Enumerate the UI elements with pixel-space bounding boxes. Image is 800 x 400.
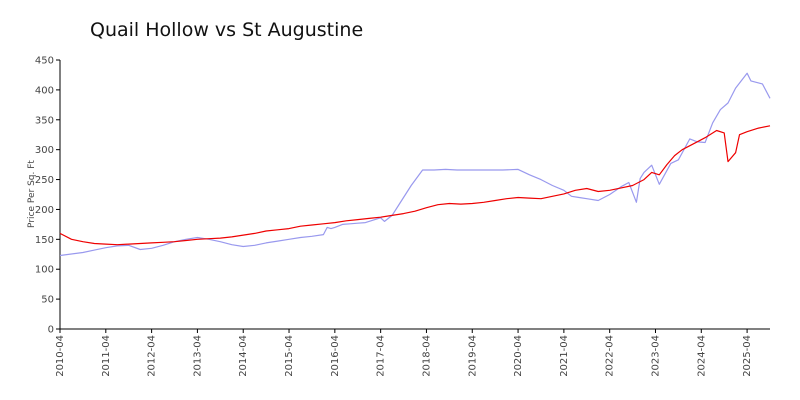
x-tick-label: 2020-04	[513, 335, 524, 377]
y-tick-label: 50	[41, 295, 54, 306]
y-axis-ticks: 0 50 100 150 200 250 300 350 400 450	[35, 56, 60, 336]
y-tick-label: 150	[35, 235, 54, 246]
series-layer	[59, 72, 771, 257]
x-tick-label: 2018-04	[421, 335, 432, 377]
x-tick-label: 2024-04	[696, 335, 707, 377]
x-axis-ticks: 2010-04 2011-04 2012-04 2013-04 2014-04 2015-…	[55, 329, 753, 377]
y-tick-label: 400	[35, 85, 54, 96]
y-tick-label: 450	[35, 56, 54, 67]
y-tick-label: 250	[35, 175, 54, 186]
series-line-2	[59, 125, 771, 246]
y-tick-label: 300	[35, 145, 54, 156]
x-tick-label: 2023-04	[650, 335, 661, 377]
x-tick-label: 2014-04	[238, 335, 249, 377]
series-line-1	[59, 72, 771, 257]
x-tick-label: 2019-04	[467, 335, 478, 377]
x-tick-label: 2022-04	[605, 335, 616, 377]
x-tick-label: 2025-04	[742, 335, 753, 377]
x-tick-label: 2016-04	[330, 335, 341, 377]
y-tick-label: 350	[35, 115, 54, 126]
x-tick-label: 2013-04	[192, 335, 203, 377]
x-tick-label: 2017-04	[376, 335, 387, 377]
y-tick-label: 100	[35, 265, 54, 276]
y-axis-label: Price Per Sq. Ft	[27, 160, 37, 228]
x-tick-label: 2011-04	[101, 335, 112, 377]
x-tick-label: 2010-04	[55, 335, 66, 377]
x-tick-label: 2012-04	[147, 335, 158, 377]
chart-title: Quail Hollow vs St Augustine	[90, 19, 363, 41]
x-tick-label: 2015-04	[284, 335, 295, 377]
y-tick-label: 0	[48, 325, 54, 336]
x-tick-label: 2021-04	[559, 335, 570, 377]
y-tick-label: 200	[35, 205, 54, 216]
